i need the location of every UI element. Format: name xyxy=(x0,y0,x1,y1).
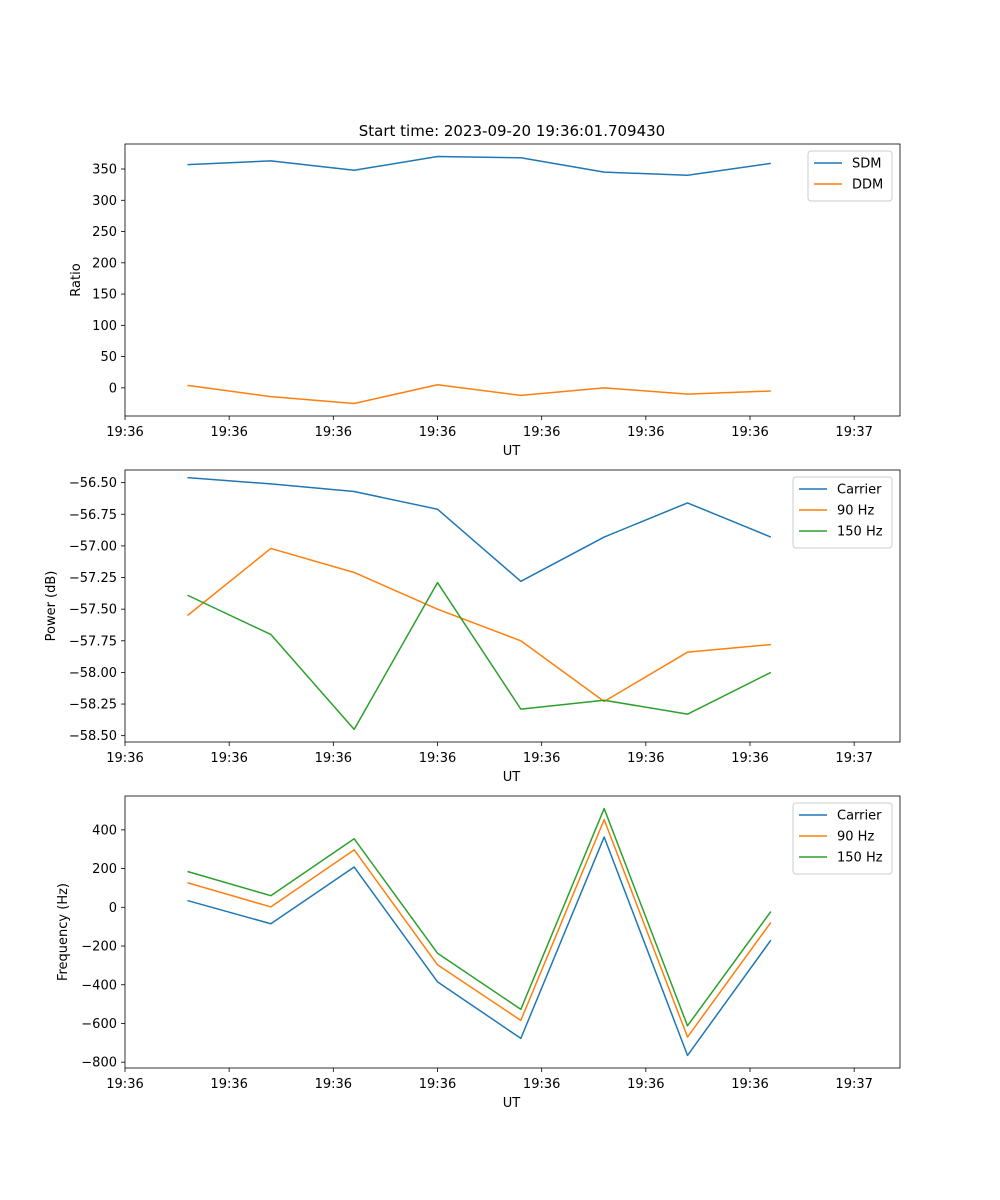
axes-frame xyxy=(124,143,901,417)
y-tick-label: 200 xyxy=(92,862,117,877)
y-tick-label: 0 xyxy=(109,381,117,396)
legend: Carrier 90 Hz 150 Hz xyxy=(792,476,893,549)
y-tick-label: 350 xyxy=(92,163,117,178)
y-tick-label: −58.25 xyxy=(69,698,117,713)
series-line-150-hz xyxy=(187,581,772,731)
x-tick-label: 19:36 xyxy=(523,425,560,440)
legend-label: Carrier xyxy=(837,483,882,498)
x-tick-label: 19:36 xyxy=(731,425,768,440)
y-tick-label: 250 xyxy=(92,225,117,240)
legend-label: 90 Hz xyxy=(837,830,874,845)
y-tick-label: 400 xyxy=(92,823,117,838)
legend-label: 90 Hz xyxy=(837,504,874,519)
legend: Carrier 90 Hz 150 Hz xyxy=(792,802,893,875)
plot-1: 19:36 19:36 19:36 19:36 19:36 19:36 19:36 19:37… xyxy=(69,143,901,459)
x-tick-label: 19:36 xyxy=(419,425,456,440)
x-axis-label: UT xyxy=(503,770,521,785)
x-axis-label: UT xyxy=(503,1096,521,1111)
x-tick-label: 19:36 xyxy=(210,425,247,440)
series-line-carrier xyxy=(187,836,772,1057)
figure-title: Start time: 2023-09-20 19:36:01.709430 xyxy=(359,122,665,140)
axes-frame xyxy=(124,795,901,1069)
y-tick-label: 300 xyxy=(92,194,117,209)
legend-label: 150 Hz xyxy=(837,851,883,866)
x-tick-label: 19:36 xyxy=(210,751,247,766)
y-tick-label: −56.75 xyxy=(69,508,117,523)
y-axis-label: Power (dB) xyxy=(44,571,59,642)
x-tick-label: 19:36 xyxy=(106,1077,143,1092)
legend-label: 150 Hz xyxy=(837,525,883,540)
x-tick-label: 19:36 xyxy=(523,751,560,766)
x-tick-label: 19:36 xyxy=(315,751,352,766)
axes-frame xyxy=(124,469,901,743)
x-axis-label: UT xyxy=(503,444,521,459)
y-tick-label: −57.25 xyxy=(69,571,117,586)
legend-label: SDM xyxy=(852,157,881,172)
y-tick-label: −400 xyxy=(81,978,117,993)
y-tick-label: −57.75 xyxy=(69,634,117,649)
y-tick-label: 0 xyxy=(109,901,117,916)
y-tick-label: −57.50 xyxy=(69,603,117,618)
x-tick-label: 19:36 xyxy=(731,1077,768,1092)
x-tick-label: 19:37 xyxy=(835,751,872,766)
x-tick-label: 19:36 xyxy=(106,751,143,766)
series-line-90-hz xyxy=(187,547,771,703)
legend-label: DDM xyxy=(852,178,883,193)
y-tick-label: −200 xyxy=(81,940,117,955)
legend-label: Carrier xyxy=(837,809,882,824)
x-tick-label: 19:36 xyxy=(315,425,352,440)
x-tick-label: 19:36 xyxy=(627,1077,664,1092)
y-tick-label: −57.00 xyxy=(69,539,117,554)
x-tick-label: 19:36 xyxy=(523,1077,560,1092)
x-tick-label: 19:37 xyxy=(835,425,872,440)
x-tick-label: 19:36 xyxy=(419,1077,456,1092)
plot-2: 19:36 19:36 19:36 19:36 19:36 19:36 19:36 19:37… xyxy=(44,469,901,785)
y-tick-label: −600 xyxy=(81,1017,117,1032)
x-tick-label: 19:36 xyxy=(210,1077,247,1092)
series-line-carrier xyxy=(187,476,772,583)
x-tick-label: 19:36 xyxy=(419,751,456,766)
series-line-90-hz xyxy=(187,818,772,1038)
y-tick-label: 50 xyxy=(100,350,117,365)
plot-3: 19:36 19:36 19:36 19:36 19:36 19:36 19:36 19:37… xyxy=(56,795,901,1111)
plots-container: 19:36 19:36 19:36 19:36 19:36 19:36 19:36 19:37… xyxy=(44,143,901,1111)
series-line-ddm xyxy=(187,383,771,405)
y-axis-label: Ratio xyxy=(69,263,84,296)
y-tick-label: 100 xyxy=(92,319,117,334)
y-tick-label: −58.00 xyxy=(69,666,117,681)
x-tick-label: 19:36 xyxy=(627,425,664,440)
y-tick-label: −56.50 xyxy=(69,476,117,491)
x-tick-label: 19:36 xyxy=(106,425,143,440)
y-tick-label: 200 xyxy=(92,256,117,271)
legend: SDM DDM xyxy=(807,150,893,202)
y-tick-label: 150 xyxy=(92,288,117,303)
x-tick-label: 19:36 xyxy=(315,1077,352,1092)
y-tick-label: −58.50 xyxy=(69,729,117,744)
series-line-sdm xyxy=(187,155,771,177)
y-axis-label: Frequency (Hz) xyxy=(56,883,71,981)
series-line-150-hz xyxy=(187,807,772,1027)
x-tick-label: 19:36 xyxy=(627,751,664,766)
y-tick-label: −800 xyxy=(81,1056,117,1071)
x-tick-label: 19:37 xyxy=(835,1077,872,1092)
x-tick-label: 19:36 xyxy=(731,751,768,766)
